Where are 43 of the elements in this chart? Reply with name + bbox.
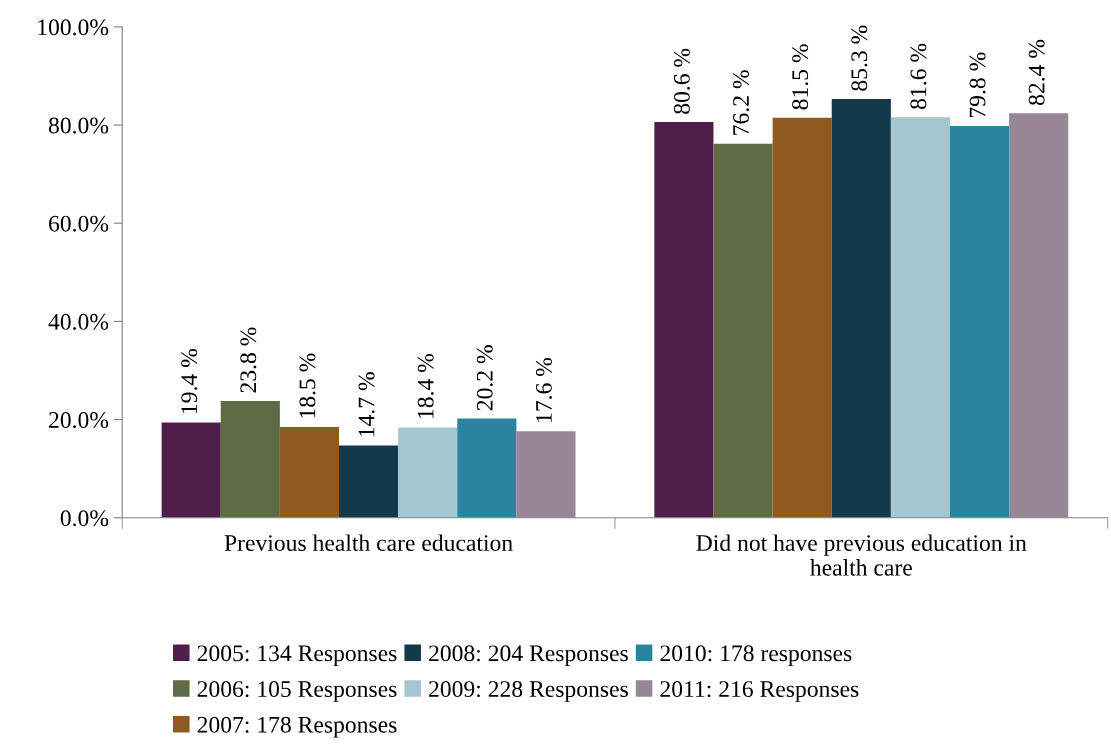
data-label: 18.5 % (299, 353, 316, 418)
data-label: 20.2 % (476, 345, 493, 411)
bar (713, 143, 773, 518)
legend-label: 2010: 178 responses (660, 645, 852, 667)
bar (161, 422, 221, 518)
data-label: 76.2 % (733, 70, 750, 135)
y-tick-label: 20.0% (49, 412, 109, 429)
y-tick-label: 60.0% (49, 215, 109, 232)
legend-label: 2005: 134 Responses (197, 645, 397, 667)
data-label: 85.3 % (851, 25, 868, 91)
data-label: 81.5 % (792, 44, 809, 110)
data-label: 82.4 % (1028, 39, 1045, 105)
data-label: 14.7 % (358, 372, 375, 437)
y-tick-label: 40.0% (48, 313, 109, 330)
legend-label: 2008: 204 Responses (429, 645, 628, 667)
x-tick-label: Did not have previous education in health care (696, 534, 1027, 576)
y-tick-label: 80.0% (48, 117, 109, 134)
legend-label: 2006: 105 Responses (197, 681, 397, 702)
bar (831, 99, 891, 518)
x-tick-label: Previous health care education (224, 534, 513, 552)
bar (890, 117, 950, 518)
bar (398, 427, 458, 518)
legend-label: 2007: 178 Responses (197, 716, 397, 738)
bar (516, 431, 576, 518)
bar (772, 117, 832, 518)
data-label: 18.4 % (417, 353, 434, 418)
bar (457, 418, 517, 518)
bar (1009, 113, 1069, 518)
legend-label: 2011: 216 Responses (660, 681, 859, 702)
y-tick-label: 0.0% (60, 510, 109, 527)
bar (949, 126, 1010, 518)
data-label: 79.8 % (969, 52, 986, 118)
data-label: 23.8 % (240, 327, 257, 393)
data-label: 81.6 % (910, 43, 927, 109)
y-tick-label: 100.0% (38, 19, 109, 36)
bar (339, 445, 399, 518)
legend-label: 2009: 228 Responses (429, 681, 628, 702)
bar (279, 426, 340, 518)
data-label: 19.4 % (181, 349, 198, 414)
data-label: 17.6 % (535, 357, 552, 422)
bar (654, 122, 714, 518)
data-label: 80.6 % (673, 48, 690, 114)
bar (220, 400, 280, 518)
